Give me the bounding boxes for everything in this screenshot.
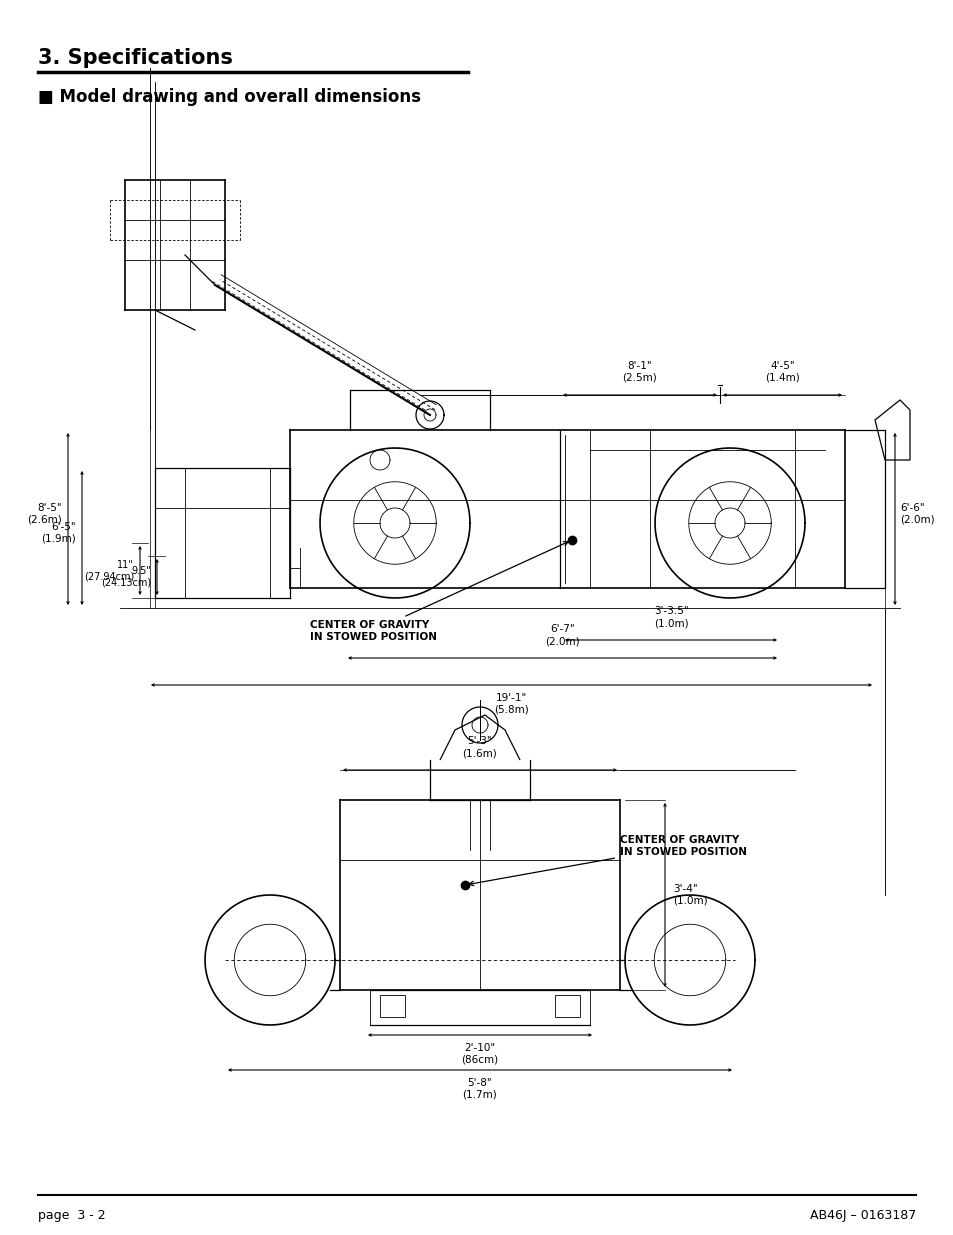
- Bar: [555, 995, 579, 1016]
- Text: 11"
(27.94cm): 11" (27.94cm): [84, 559, 133, 582]
- Text: 3'-3.5"
(1.0m): 3'-3.5" (1.0m): [653, 606, 688, 629]
- Text: ■ Model drawing and overall dimensions: ■ Model drawing and overall dimensions: [38, 88, 420, 106]
- Text: AB46J – 0163187: AB46J – 0163187: [809, 1209, 915, 1221]
- Text: 4'-5"
(1.4m): 4'-5" (1.4m): [764, 362, 799, 383]
- Text: 5'-3"
(1.6m): 5'-3" (1.6m): [462, 736, 497, 758]
- Text: 6'-6"
(2.0m): 6'-6" (2.0m): [899, 503, 934, 525]
- Text: 5'-8"
(1.7m): 5'-8" (1.7m): [462, 1078, 497, 1099]
- Text: 6'-7"
(2.0m): 6'-7" (2.0m): [544, 625, 579, 646]
- Text: 9.5"
(24.13cm): 9.5" (24.13cm): [101, 566, 151, 588]
- Text: 8'-5"
(2.6m): 8'-5" (2.6m): [28, 503, 62, 525]
- Bar: [379, 995, 405, 1016]
- Text: CENTER OF GRAVITY
IN STOWED POSITION: CENTER OF GRAVITY IN STOWED POSITION: [310, 542, 568, 642]
- Text: page  3 - 2: page 3 - 2: [38, 1209, 106, 1221]
- Text: CENTER OF GRAVITY
IN STOWED POSITION: CENTER OF GRAVITY IN STOWED POSITION: [469, 835, 746, 885]
- Text: 8'-1"
(2.5m): 8'-1" (2.5m): [622, 362, 657, 383]
- Text: 3'-4"
(1.0m): 3'-4" (1.0m): [672, 884, 707, 905]
- Text: 2'-10"
(86cm): 2'-10" (86cm): [461, 1044, 498, 1065]
- Text: 6'-5"
(1.9m): 6'-5" (1.9m): [41, 522, 76, 543]
- Text: 19'-1"
(5.8m): 19'-1" (5.8m): [494, 693, 528, 715]
- Text: 3. Specifications: 3. Specifications: [38, 48, 233, 68]
